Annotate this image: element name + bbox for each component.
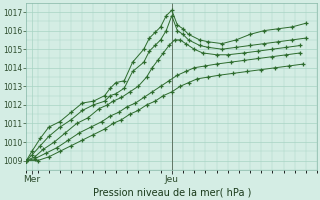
X-axis label: Pression niveau de la mer( hPa ): Pression niveau de la mer( hPa ): [92, 187, 251, 197]
